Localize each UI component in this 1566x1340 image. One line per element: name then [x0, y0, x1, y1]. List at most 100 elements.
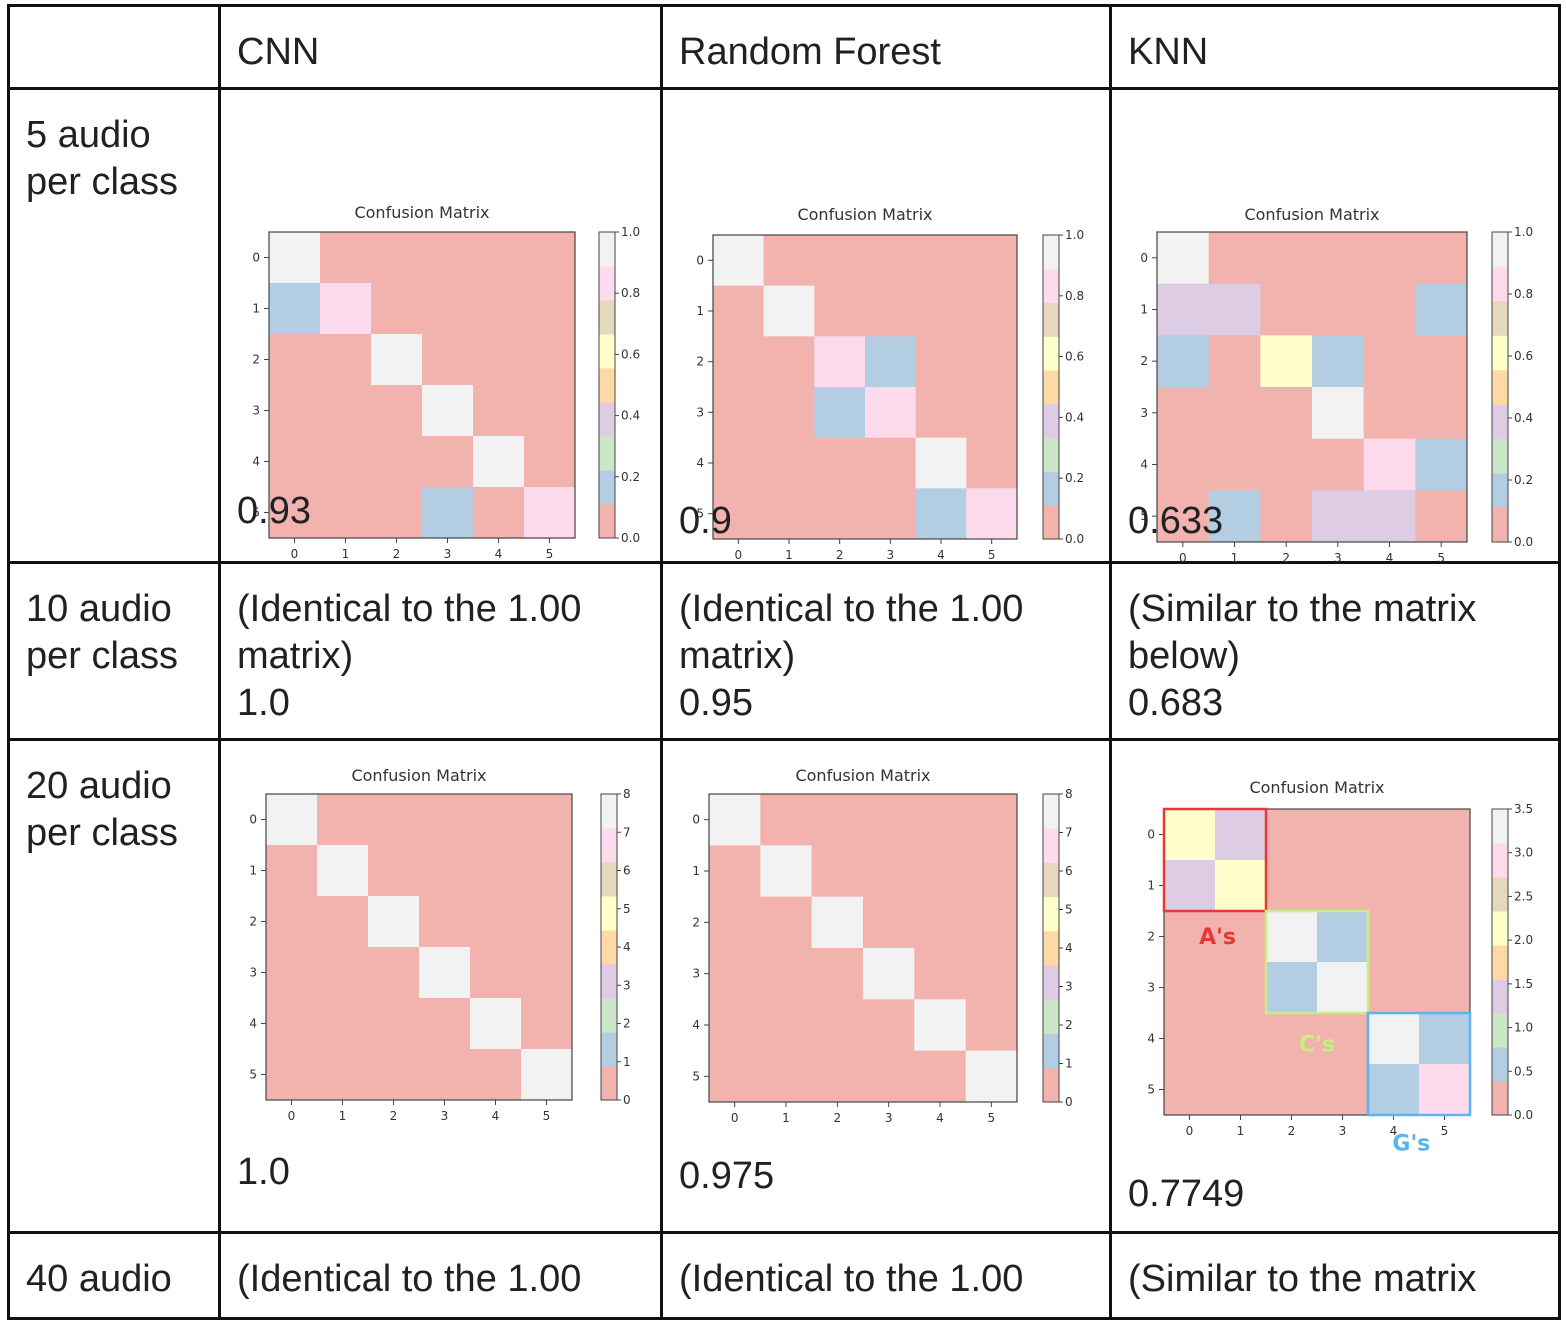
- matrix-cell: [317, 1049, 369, 1101]
- colorbar-segment: [1492, 1013, 1508, 1048]
- matrix-cell: [1215, 962, 1267, 1014]
- matrix-cell: [473, 334, 525, 386]
- matrix-cell: [1368, 911, 1420, 963]
- matrix-cell: [1266, 860, 1318, 912]
- matrix-cell: [1368, 962, 1420, 1014]
- matrix-cell: [915, 285, 967, 337]
- matrix-cell: [1157, 387, 1210, 440]
- matrix-cell: [524, 487, 576, 539]
- y-tick-label: 2: [692, 915, 700, 929]
- matrix-cell: [760, 896, 813, 949]
- matrix-cell: [368, 947, 420, 999]
- x-tick-label: 1: [1237, 1124, 1245, 1138]
- matrix-cell: [760, 948, 813, 1000]
- colorbar-segment: [1492, 843, 1508, 878]
- annotation-label: G's: [1392, 1132, 1430, 1157]
- matrix-cell: [1157, 490, 1210, 543]
- matrix-cell: [320, 334, 372, 386]
- x-tick-label: 3: [887, 548, 895, 562]
- annotation-label: C's: [1299, 1032, 1335, 1057]
- colorbar-segment: [1043, 403, 1059, 439]
- cell-knn-5: Confusion Matrix 0 1 2 3 4 5 0 1 2 3 4 5 0.0 0.2 0.4 0.6…: [1109, 87, 1561, 564]
- x-tick-label: 2: [1282, 551, 1290, 564]
- matrix-cell: [473, 232, 525, 284]
- confusion-matrix-rf-20: Confusion Matrix 0 1 2 3 4 5 0 1 2 3 4 5 0 1 2 3 4 5 6 7 8: [692, 766, 1073, 1125]
- x-tick-label: 3: [441, 1109, 449, 1123]
- matrix-frame: [1163, 808, 1471, 1116]
- matrix-frame: [1156, 231, 1468, 543]
- accuracy-score: 0.683: [1128, 682, 1224, 724]
- colorbar-tick-label: 1.5: [1514, 977, 1533, 991]
- accuracy-score: 1.0: [237, 682, 290, 724]
- matrix-cell: [865, 336, 917, 388]
- colorbar-frame: [598, 231, 616, 539]
- cell-knn-20: Confusion Matrix 0 1 2 3 4 5 0 1 2 3 4 5 0.0 0.5 1.0 1.5…: [1109, 738, 1561, 1234]
- matrix-cell: [1415, 490, 1468, 543]
- matrix-cell: [865, 285, 917, 337]
- annotation-box: [1264, 909, 1370, 1015]
- row-label: 40 audio: [26, 1258, 172, 1300]
- header-knn: KNN: [1128, 31, 1209, 73]
- y-tick-label: 3: [249, 966, 257, 980]
- matrix-cell: [965, 845, 1018, 898]
- colorbar-tick-label: 2.0: [1514, 933, 1533, 947]
- matrix-cell: [524, 283, 576, 335]
- matrix-cell: [1368, 1013, 1420, 1065]
- matrix-cell: [811, 845, 864, 898]
- matrix-cell: [470, 998, 522, 1050]
- colorbar-segment: [1043, 235, 1059, 270]
- matrix-cell: [470, 896, 522, 948]
- matrix-cell: [1266, 809, 1318, 861]
- matrix-cell: [1266, 1064, 1318, 1116]
- matrix-cell: [317, 845, 369, 897]
- y-tick-label: 3: [1147, 981, 1155, 995]
- y-tick-label: 3: [696, 405, 704, 419]
- matrix-cell: [1415, 335, 1468, 388]
- matrix-cell: [814, 387, 866, 439]
- colorbar-tick-label: 0.4: [1514, 411, 1533, 425]
- row-10-audio: 10 audio per class (Identical to the 1.0…: [7, 561, 1561, 741]
- accuracy-score: 0.7749: [1128, 1173, 1245, 1215]
- matrix-cell: [419, 998, 471, 1050]
- y-tick-label: 1: [692, 864, 700, 878]
- matrix-cell: [1208, 335, 1261, 388]
- matrix-cell: [470, 1049, 522, 1101]
- annotation-label: A's: [1199, 925, 1236, 950]
- colorbar-tick-label: 2: [1065, 1018, 1073, 1032]
- matrix-cell: [1164, 962, 1216, 1014]
- x-tick-label: 2: [1288, 1124, 1296, 1138]
- matrix-cell: [317, 998, 369, 1050]
- matrix-cell: [713, 488, 765, 540]
- colorbar-segment: [1043, 794, 1059, 829]
- colorbar-tick-label: 0.2: [1065, 471, 1084, 485]
- y-tick-label: 2: [252, 353, 260, 367]
- matrix-cell: [419, 794, 471, 846]
- matrix-cell: [915, 235, 967, 287]
- colorbar-tick-label: 0.2: [621, 470, 640, 484]
- colorbar-frame: [1491, 231, 1509, 543]
- matrix-cell: [1419, 860, 1471, 912]
- matrix-cell: [1260, 438, 1313, 491]
- cell-cnn-40: (Identical to the 1.00: [218, 1231, 663, 1320]
- x-tick-label: 2: [390, 1109, 398, 1123]
- matrix-cell: [1415, 232, 1468, 285]
- colorbar-tick-label: 0.0: [1514, 535, 1533, 549]
- matrix-cell: [814, 285, 866, 337]
- accuracy-score: 1.0: [237, 1151, 290, 1193]
- matrix-cell: [1312, 335, 1365, 388]
- colorbar-tick-label: 0.2: [1514, 473, 1533, 487]
- matrix-cell: [266, 794, 318, 846]
- colorbar-tick-label: 1: [623, 1055, 631, 1069]
- x-tick-label: 0: [731, 1111, 739, 1125]
- y-tick-label: 4: [1147, 1032, 1155, 1046]
- matrix-cell: [368, 845, 420, 897]
- matrix-cell: [965, 896, 1018, 949]
- matrix-cell: [269, 487, 321, 539]
- colorbar-segment: [1492, 1081, 1508, 1116]
- colorbar-tick-label: 3.5: [1514, 802, 1533, 816]
- y-tick-label: 1: [1147, 879, 1155, 893]
- colorbar-segment: [1492, 945, 1508, 980]
- colorbar-segment: [1043, 1033, 1059, 1069]
- confusion-matrix-cnn-20: Confusion Matrix 0 1 2 3 4 5 0 1 2 3 4 5 0 1 2 3 4 5 6 7 8: [249, 766, 631, 1123]
- accuracy-score: 0.975: [679, 1155, 775, 1197]
